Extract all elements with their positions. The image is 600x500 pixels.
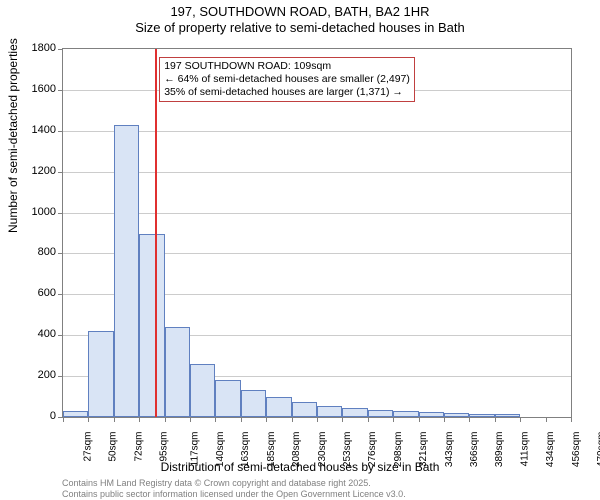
histogram-bar [292, 402, 317, 417]
xtick-label: 456sqm [571, 432, 582, 468]
xtick-label: 389sqm [494, 432, 505, 468]
xtick-mark [368, 417, 369, 422]
histogram-bar [88, 331, 113, 417]
xtick-mark [520, 417, 521, 422]
title-block: 197, SOUTHDOWN ROAD, BATH, BA2 1HR Size … [0, 4, 600, 35]
xtick-label: 95sqm [159, 432, 170, 462]
title-line1: 197, SOUTHDOWN ROAD, BATH, BA2 1HR [0, 4, 600, 19]
xtick-label: 230sqm [317, 432, 328, 468]
xtick-mark [292, 417, 293, 422]
annotation-box: 197 SOUTHDOWN ROAD: 109sqm ← 64% of semi… [159, 57, 415, 102]
histogram-bar [419, 412, 444, 417]
footer: Contains HM Land Registry data © Crown c… [62, 478, 406, 500]
ytick-label: 1400 [16, 124, 56, 136]
xtick-mark [419, 417, 420, 422]
annotation-line1: 197 SOUTHDOWN ROAD: 109sqm [164, 60, 410, 73]
xtick-mark [139, 417, 140, 422]
ytick-mark [58, 253, 63, 254]
xtick-mark [241, 417, 242, 422]
xtick-mark [393, 417, 394, 422]
ytick-mark [58, 376, 63, 377]
xtick-mark [190, 417, 191, 422]
xtick-label: 366sqm [469, 432, 480, 468]
histogram-bar [114, 125, 139, 417]
xtick-label: 117sqm [189, 432, 200, 467]
histogram-bar [63, 411, 88, 417]
ytick-label: 1800 [16, 42, 56, 54]
xtick-label: 253sqm [342, 432, 353, 468]
ytick-mark [58, 172, 63, 173]
xtick-label: 208sqm [291, 432, 302, 468]
xtick-label: 163sqm [240, 432, 251, 468]
histogram-bar [139, 234, 164, 417]
ytick-label: 1000 [16, 206, 56, 218]
xtick-label: 50sqm [108, 432, 119, 462]
histogram-bar [215, 380, 240, 417]
annotation-line2: ← 64% of semi-detached houses are smalle… [164, 73, 410, 86]
xtick-mark [266, 417, 267, 422]
histogram-bar [393, 411, 418, 417]
ytick-mark [58, 335, 63, 336]
title-line2: Size of property relative to semi-detach… [0, 20, 600, 35]
xtick-mark [63, 417, 64, 422]
histogram-bar [444, 413, 469, 417]
histogram-bar [266, 397, 291, 417]
marker-line [155, 49, 157, 417]
annotation-line3: 35% of semi-detached houses are larger (… [164, 86, 410, 99]
xtick-mark [342, 417, 343, 422]
xtick-mark [317, 417, 318, 422]
ytick-label: 400 [16, 328, 56, 340]
ytick-mark [58, 49, 63, 50]
xtick-label: 27sqm [83, 432, 94, 462]
xtick-mark [165, 417, 166, 422]
histogram-bar [342, 408, 367, 417]
histogram-bar [190, 364, 215, 417]
xtick-label: 72sqm [133, 432, 144, 462]
ytick-label: 0 [16, 410, 56, 422]
gridline [63, 213, 571, 214]
xtick-mark [114, 417, 115, 422]
xtick-mark [469, 417, 470, 422]
gridline [63, 172, 571, 173]
xtick-label: 298sqm [393, 432, 404, 468]
ytick-mark [58, 131, 63, 132]
xtick-label: 321sqm [418, 432, 429, 468]
histogram-bar [317, 406, 342, 417]
histogram-bar [241, 390, 266, 417]
gridline [63, 131, 571, 132]
xtick-label: 434sqm [545, 432, 556, 468]
ytick-mark [58, 213, 63, 214]
xtick-mark [444, 417, 445, 422]
ytick-mark [58, 90, 63, 91]
xtick-label: 343sqm [444, 432, 455, 468]
xtick-label: 411sqm [519, 432, 530, 467]
xtick-label: 185sqm [266, 432, 277, 468]
xtick-mark [571, 417, 572, 422]
xtick-mark [495, 417, 496, 422]
histogram-bar [368, 410, 393, 417]
chart-container: 197, SOUTHDOWN ROAD, BATH, BA2 1HR Size … [0, 0, 600, 500]
ytick-label: 1200 [16, 165, 56, 177]
xtick-label: 140sqm [215, 432, 226, 468]
histogram-bar [469, 414, 494, 417]
xtick-mark [88, 417, 89, 422]
ytick-label: 200 [16, 369, 56, 381]
histogram-bar [495, 414, 520, 417]
xtick-label: 276sqm [367, 432, 378, 468]
ytick-label: 800 [16, 246, 56, 258]
histogram-bar [165, 327, 190, 417]
ytick-mark [58, 294, 63, 295]
ytick-label: 1600 [16, 83, 56, 95]
footer-line2: Contains public sector information licen… [62, 489, 406, 500]
footer-line1: Contains HM Land Registry data © Crown c… [62, 478, 406, 489]
xtick-mark [215, 417, 216, 422]
xtick-mark [546, 417, 547, 422]
ytick-label: 600 [16, 287, 56, 299]
xtick-label: 479sqm [596, 432, 600, 468]
plot-area: 197 SOUTHDOWN ROAD: 109sqm ← 64% of semi… [62, 48, 572, 418]
